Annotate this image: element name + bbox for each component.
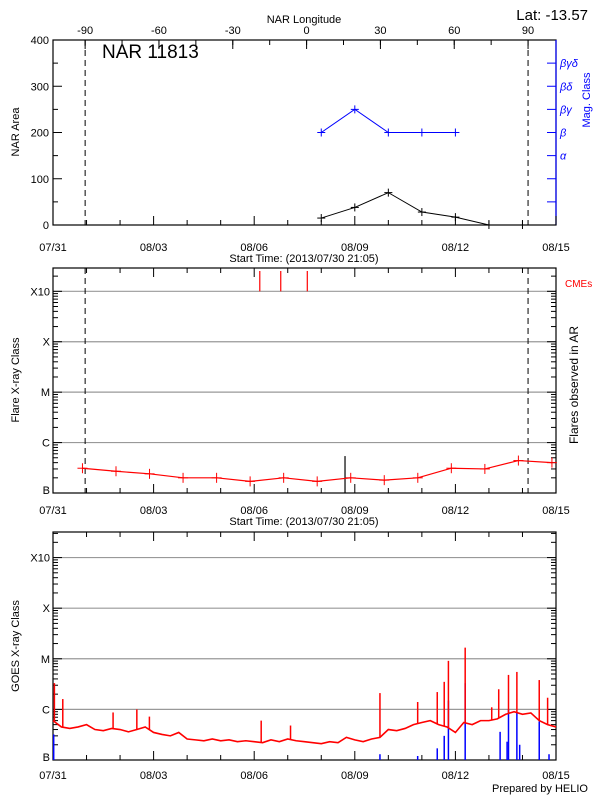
y-tick-label: X [43,603,51,615]
x-tick-label: 07/31 [39,505,67,517]
mag-class-label: β [559,128,567,140]
mag-class-label: βγ [559,104,573,116]
y-tick-label: 400 [31,35,49,47]
x-tick-label: 08/15 [542,770,570,782]
x-tick-label: 08/12 [442,505,470,517]
ar-title: NAR 11813 [102,42,199,63]
x-tick-label: 08/03 [140,242,168,254]
x-tick-label: 08/09 [341,242,369,254]
top-axis-tick-label: 0 [304,25,310,37]
x-tick-label: 08/15 [542,505,570,517]
top-axis-tick-label: -60 [151,25,167,37]
panel1-xlabel: Start Time: (2013/07/30 21:05) [229,253,378,265]
x-tick-label: 08/06 [240,770,268,782]
x-tick-label: 08/09 [341,505,369,517]
panel2-xlabel: Start Time: (2013/07/30 21:05) [229,516,378,528]
panel-2: 07/31 08/03 08/06 08/09 08/12 08/15 B C M X X10 [30,267,570,517]
x-tick-label: 08/12 [442,770,470,782]
y-tick-label: M [41,387,50,399]
latitude-label: Lat: -13.57 [516,7,588,24]
x-tick-label: 08/09 [341,770,369,782]
panel3-ylabel: GOES X-ray Class [10,600,22,692]
panel2-ylabel: Flare X-ray Class [10,337,22,422]
panel-3: 07/31 08/03 08/06 08/09 08/12 08/15 B C M X X10 [30,531,570,782]
y-tick-label: X [43,337,51,349]
y-tick-label: C [42,438,50,450]
y-tick-label: C [42,704,50,716]
y-tick-label: B [43,752,50,764]
x-tick-label: 07/31 [39,770,67,782]
y-tick-label: B [43,485,50,497]
x-tick-label: 08/12 [442,242,470,254]
y-tick-label: 0 [43,220,49,232]
goes-long-line [52,710,557,745]
panel1-ylabel-right: Mag. Class [581,72,593,128]
mag-class-label: α [560,151,567,163]
prepared-by: Prepared by HELIO [492,783,588,795]
top-axis-tick-label: 30 [374,25,386,37]
y-tick-label: 200 [31,128,49,140]
x-tick-label: 08/03 [140,505,168,517]
cme-label: CMEs [565,279,592,290]
mag-class-label: βδ [559,81,573,93]
y-tick-label: M [41,654,50,666]
y-tick-label: X10 [30,286,50,298]
plot-frame [52,39,557,226]
top-axis-tick-label: -30 [225,25,241,37]
panel1-ylabel: NAR Area [10,107,22,157]
panel1-top-xlabel: NAR Longitude [267,14,342,26]
x-tick-label: 08/15 [542,242,570,254]
x-tick-label: 08/06 [240,242,268,254]
panel-1: 07/31 08/03 08/06 08/09 08/12 08/150100200300… [31,25,579,254]
plot-frame [52,531,557,761]
plot-frame [52,267,557,494]
panel2-ylabel-right: Flares observed in AR [567,326,581,444]
x-tick-label: 08/03 [140,770,168,782]
x-tick-label: 07/31 [39,242,67,254]
y-tick-label: 100 [31,174,49,186]
x-tick-label: 08/06 [240,505,268,517]
top-axis-tick-label: 60 [448,25,460,37]
top-axis-tick-label: -90 [77,25,93,37]
mag-class-label: βγδ [559,58,579,70]
top-axis-tick-label: 90 [522,25,534,37]
y-tick-label: 300 [31,81,49,93]
y-tick-label: X10 [30,553,50,565]
